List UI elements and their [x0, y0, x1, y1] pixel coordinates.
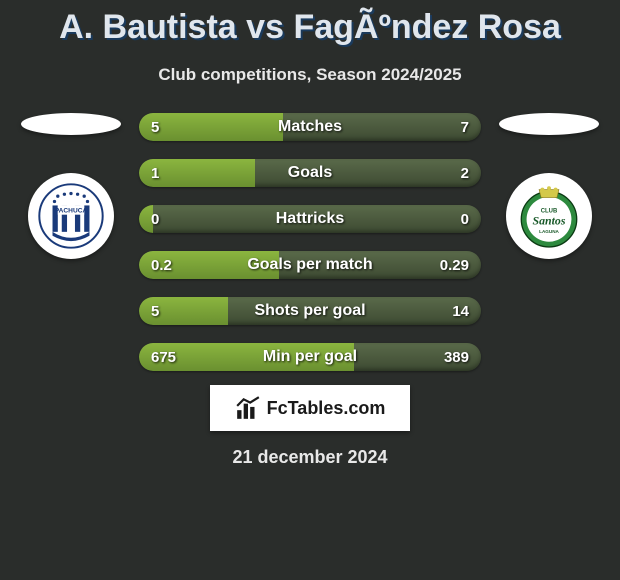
flag-right	[499, 113, 599, 135]
stat-row: 0Hattricks0	[139, 205, 481, 233]
left-side: PACHUCA	[21, 113, 121, 259]
stat-label: Goals	[139, 159, 481, 187]
chart-icon	[235, 395, 261, 421]
stat-value-right: 14	[452, 297, 469, 325]
stat-label: Goals per match	[139, 251, 481, 279]
stat-label: Shots per goal	[139, 297, 481, 325]
svg-text:LAGUNA: LAGUNA	[539, 229, 559, 234]
stat-value-right: 2	[461, 159, 469, 187]
stat-label: Hattricks	[139, 205, 481, 233]
player2-name: FagÃºndez Rosa	[293, 8, 560, 46]
santos-crest-icon: CLUB Santos LAGUNA	[516, 183, 582, 249]
stat-row: 5Matches7	[139, 113, 481, 141]
svg-text:Santos: Santos	[532, 214, 565, 228]
stat-row: 0.2Goals per match0.29	[139, 251, 481, 279]
svg-text:PACHUCA: PACHUCA	[55, 208, 88, 215]
right-side: CLUB Santos LAGUNA	[499, 113, 599, 259]
stat-label: Min per goal	[139, 343, 481, 371]
page-title: A. Bautista vs FagÃºndez Rosa	[0, 0, 620, 47]
stat-row: 675Min per goal389	[139, 343, 481, 371]
date-label: 21 december 2024	[0, 447, 620, 468]
stat-row: 1Goals2	[139, 159, 481, 187]
attribution-badge: FcTables.com	[210, 385, 410, 431]
stats-list: 5Matches7 1Goals2 0Hattricks0 0.2Goals per …	[139, 113, 481, 371]
attribution-text: FcTables.com	[267, 398, 386, 419]
vs-label: vs	[246, 8, 284, 46]
stat-row: 5Shots per goal14	[139, 297, 481, 325]
player1-name: A. Bautista	[59, 8, 237, 46]
comparison-panel: PACHUCA 5Matches7 1Goals2 0Hattricks0 0.2Go…	[0, 113, 620, 371]
stat-value-right: 0	[461, 205, 469, 233]
crest-right: CLUB Santos LAGUNA	[506, 173, 592, 259]
stat-value-right: 389	[444, 343, 469, 371]
pachuca-crest-icon: PACHUCA	[38, 183, 104, 249]
stat-value-right: 0.29	[440, 251, 469, 279]
flag-left	[21, 113, 121, 135]
stat-label: Matches	[139, 113, 481, 141]
crest-left: PACHUCA	[28, 173, 114, 259]
stat-value-right: 7	[461, 113, 469, 141]
subtitle: Club competitions, Season 2024/2025	[0, 65, 620, 85]
